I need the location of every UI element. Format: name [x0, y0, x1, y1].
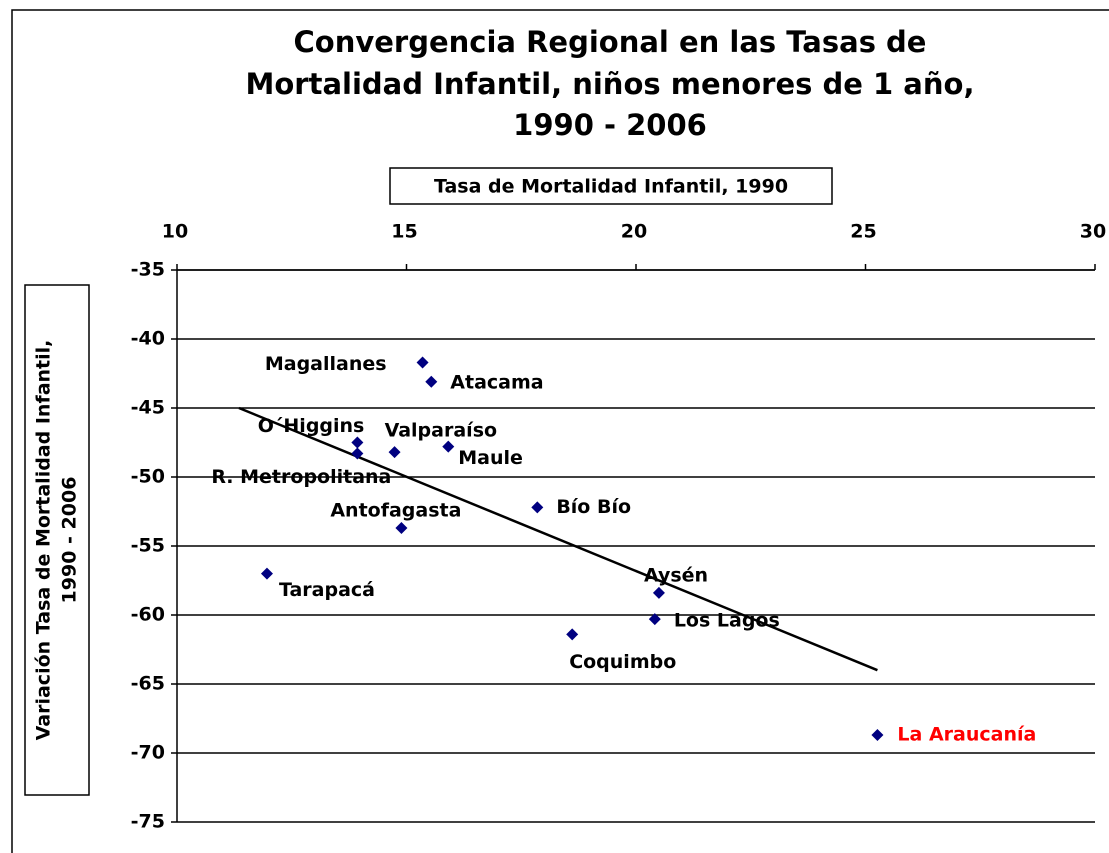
- point: [425, 375, 438, 388]
- point: [351, 447, 364, 460]
- chart-title: 1990 - 2006: [513, 108, 707, 142]
- point: [395, 522, 408, 535]
- point: [531, 501, 544, 514]
- point-label: Coquimbo: [569, 651, 676, 673]
- y-tick-label: -65: [131, 673, 165, 695]
- point: [351, 436, 364, 449]
- point-label: Atacama: [450, 371, 543, 393]
- point-label: R. Metropolitana: [211, 466, 391, 488]
- y-axis-title-line: Variación Tasa de Mortalidad Infantil,: [33, 340, 55, 741]
- point-label: Los Lagos: [674, 610, 780, 632]
- x-tick-label: 10: [162, 221, 188, 243]
- point-label: Aysén: [644, 564, 708, 586]
- point: [260, 567, 273, 580]
- x-axis-title: Tasa de Mortalidad Infantil, 1990: [434, 176, 788, 198]
- y-axis-title-line: 1990 - 2006: [59, 477, 81, 604]
- y-tick-label: -50: [131, 466, 165, 488]
- y-tick-label: -45: [131, 397, 165, 419]
- chart-title: Convergencia Regional en las Tasas de: [294, 25, 927, 59]
- y-tick-label: -70: [131, 742, 165, 764]
- x-axis-title-box: [389, 167, 833, 205]
- point-label: Magallanes: [265, 353, 387, 375]
- y-tick-label: -40: [131, 328, 165, 350]
- point: [442, 440, 455, 453]
- y-axis-title-box: [24, 284, 90, 796]
- y-tick-label: -35: [131, 259, 165, 281]
- point: [416, 356, 429, 369]
- x-tick-label: 20: [621, 221, 647, 243]
- y-axis-title: Variación Tasa de Mortalidad Infantil, 1…: [33, 340, 81, 741]
- x-tick-label: 25: [850, 221, 876, 243]
- point-label: Antofagasta: [330, 500, 461, 522]
- point: [388, 446, 401, 459]
- point-label: Valparaíso: [385, 420, 498, 442]
- point-label: O´Higgins: [258, 415, 365, 437]
- point-label: Bío Bío: [556, 496, 631, 518]
- chart-title: Mortalidad Infantil, niños menores de 1 …: [246, 67, 975, 101]
- point-label: La Araucanía: [897, 724, 1036, 746]
- x-tick-label: 30: [1080, 221, 1106, 243]
- y-tick-label: -75: [131, 811, 165, 833]
- point: [566, 628, 579, 641]
- y-tick-label: -55: [131, 535, 165, 557]
- point: [652, 586, 665, 599]
- point-label: Maule: [458, 447, 523, 469]
- x-tick-label: 15: [391, 221, 417, 243]
- trend-line: [238, 406, 878, 672]
- chart-frame: [11, 9, 1109, 853]
- point-label: Tarapacá: [279, 579, 375, 601]
- y-tick-label: -60: [131, 604, 165, 626]
- point: [871, 729, 884, 742]
- point: [648, 613, 661, 626]
